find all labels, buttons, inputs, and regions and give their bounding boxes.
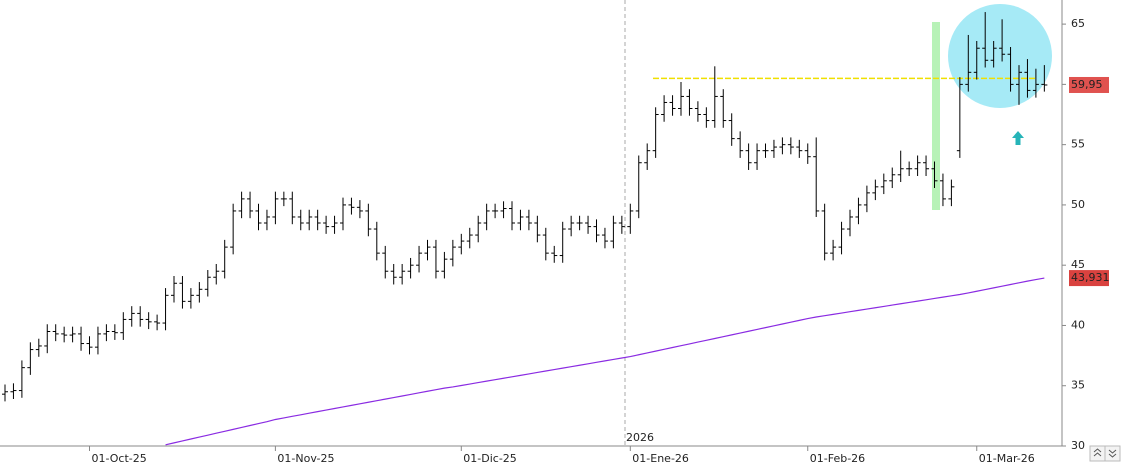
y-tick-label: 35 [1071, 379, 1085, 392]
x-tick-label: 01-Oct-25 [92, 452, 147, 465]
arrow-annotation [1012, 131, 1024, 145]
y-tick-label: 65 [1071, 17, 1085, 30]
x-tick-label: 01-Feb-26 [810, 452, 865, 465]
y-tick-label: 45 [1071, 258, 1085, 271]
moving-average-line [165, 277, 1045, 446]
price-marker [1069, 270, 1109, 287]
x-tick-label: 01-Dic-25 [463, 452, 517, 465]
y-tick-label: 30 [1071, 439, 1085, 452]
highlight-circle [948, 4, 1052, 108]
x-tick-label: 01-Nov-25 [277, 452, 334, 465]
year-label: 2026 [626, 431, 654, 444]
highlight-band [932, 22, 940, 210]
price-marker [1069, 76, 1109, 93]
price-marker-label: 59,95 [1071, 78, 1103, 91]
y-tick-label: 40 [1071, 318, 1085, 331]
x-tick-label: 01-Mar-26 [979, 452, 1035, 465]
y-tick-label: 50 [1071, 198, 1085, 211]
collapse-icon [1093, 448, 1102, 457]
expand-icon [1108, 449, 1117, 458]
y-tick-label: 55 [1071, 138, 1085, 151]
price-marker-label: 43,931 [1071, 271, 1110, 284]
x-tick-label: 01-Ene-26 [632, 452, 689, 465]
